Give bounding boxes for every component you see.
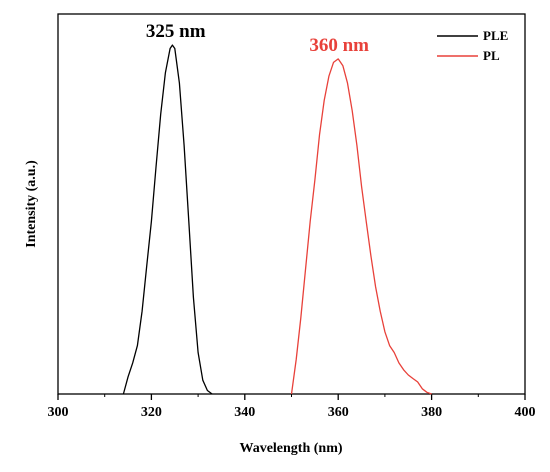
x-axis-title: Wavelength (nm) bbox=[239, 441, 342, 456]
x-tick-label: 300 bbox=[48, 405, 69, 420]
peak-annotation: 325 nm bbox=[146, 21, 206, 42]
series-line-ple bbox=[122, 44, 213, 395]
y-axis-title: Intensity (a.u.) bbox=[24, 160, 39, 248]
legend-label-ple: PLE bbox=[483, 28, 508, 43]
peak-annotation: 360 nm bbox=[309, 35, 369, 56]
series-line-pl bbox=[290, 58, 432, 395]
x-tick-label: 400 bbox=[515, 405, 536, 420]
plot-frame bbox=[57, 13, 526, 395]
legend: PLE PL bbox=[437, 28, 508, 63]
x-tick-label: 360 bbox=[328, 405, 349, 420]
x-tick-label: 340 bbox=[234, 405, 255, 420]
legend-label-pl: PL bbox=[483, 48, 500, 63]
x-tick-label: 380 bbox=[421, 405, 442, 420]
x-tick-label: 320 bbox=[141, 405, 162, 420]
